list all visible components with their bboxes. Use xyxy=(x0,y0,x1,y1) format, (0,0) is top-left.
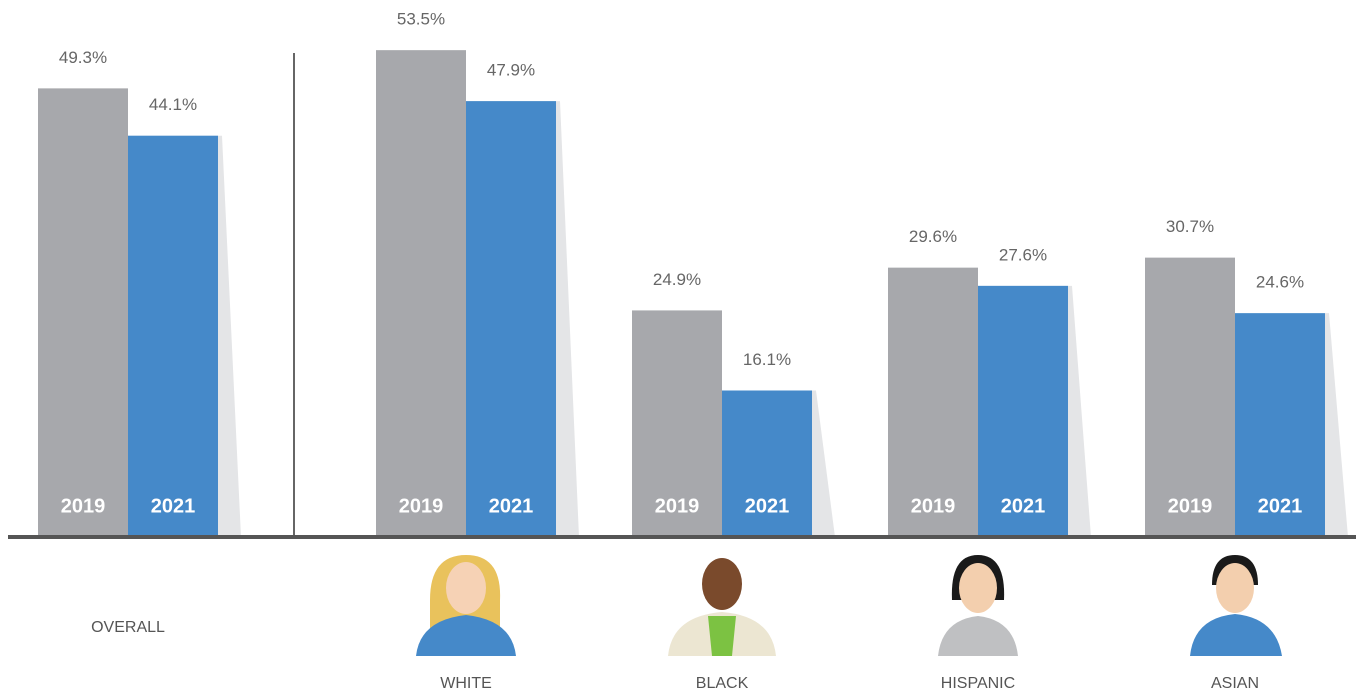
bar xyxy=(1145,257,1235,537)
value-label: 49.3% xyxy=(59,48,107,67)
bar-shadow xyxy=(1068,285,1091,537)
value-label: 30.7% xyxy=(1166,217,1214,236)
bar-year-label: 2021 xyxy=(489,495,534,517)
avatar-hispanic xyxy=(938,555,1018,656)
category-label: OVERALL xyxy=(91,619,165,636)
bar-year-label: 2019 xyxy=(911,495,956,517)
avatar-white xyxy=(416,555,516,656)
bar xyxy=(376,50,466,538)
bar-shadow xyxy=(218,135,241,537)
bar-year-label: 2019 xyxy=(1168,495,1213,517)
bar xyxy=(888,267,978,537)
bar-year-label: 2021 xyxy=(151,495,196,517)
bar xyxy=(128,135,218,537)
value-label: 47.9% xyxy=(487,61,535,80)
bar xyxy=(1235,313,1325,537)
value-label: 29.6% xyxy=(909,227,957,246)
avatar-asian xyxy=(1190,555,1282,656)
bar-year-label: 2021 xyxy=(745,495,790,517)
category-label: HISPANIC xyxy=(941,675,1015,692)
bar xyxy=(466,101,556,538)
bar xyxy=(632,310,722,537)
bar-year-label: 2021 xyxy=(1258,495,1303,517)
value-label: 27.6% xyxy=(999,245,1047,264)
bar xyxy=(722,390,812,537)
bar-year-label: 2021 xyxy=(1001,495,1046,517)
category-label: ASIAN xyxy=(1211,675,1259,692)
category-label: WHITE xyxy=(440,675,492,692)
bar-year-label: 2019 xyxy=(399,495,444,517)
value-label: 16.1% xyxy=(743,350,791,369)
bar-shadow xyxy=(556,101,579,538)
bar xyxy=(978,285,1068,537)
bar-year-label: 2019 xyxy=(655,495,700,517)
bar-shadow xyxy=(812,390,835,537)
bar-year-label: 2019 xyxy=(61,495,106,517)
value-label: 53.5% xyxy=(397,10,445,29)
category-label: BLACK xyxy=(696,675,749,692)
avatar-black xyxy=(668,558,776,656)
avatars xyxy=(416,555,1282,656)
bar-shadow xyxy=(1325,313,1348,537)
value-label: 44.1% xyxy=(149,95,197,114)
bar xyxy=(38,88,128,538)
value-label: 24.6% xyxy=(1256,273,1304,292)
value-label: 24.9% xyxy=(653,270,701,289)
